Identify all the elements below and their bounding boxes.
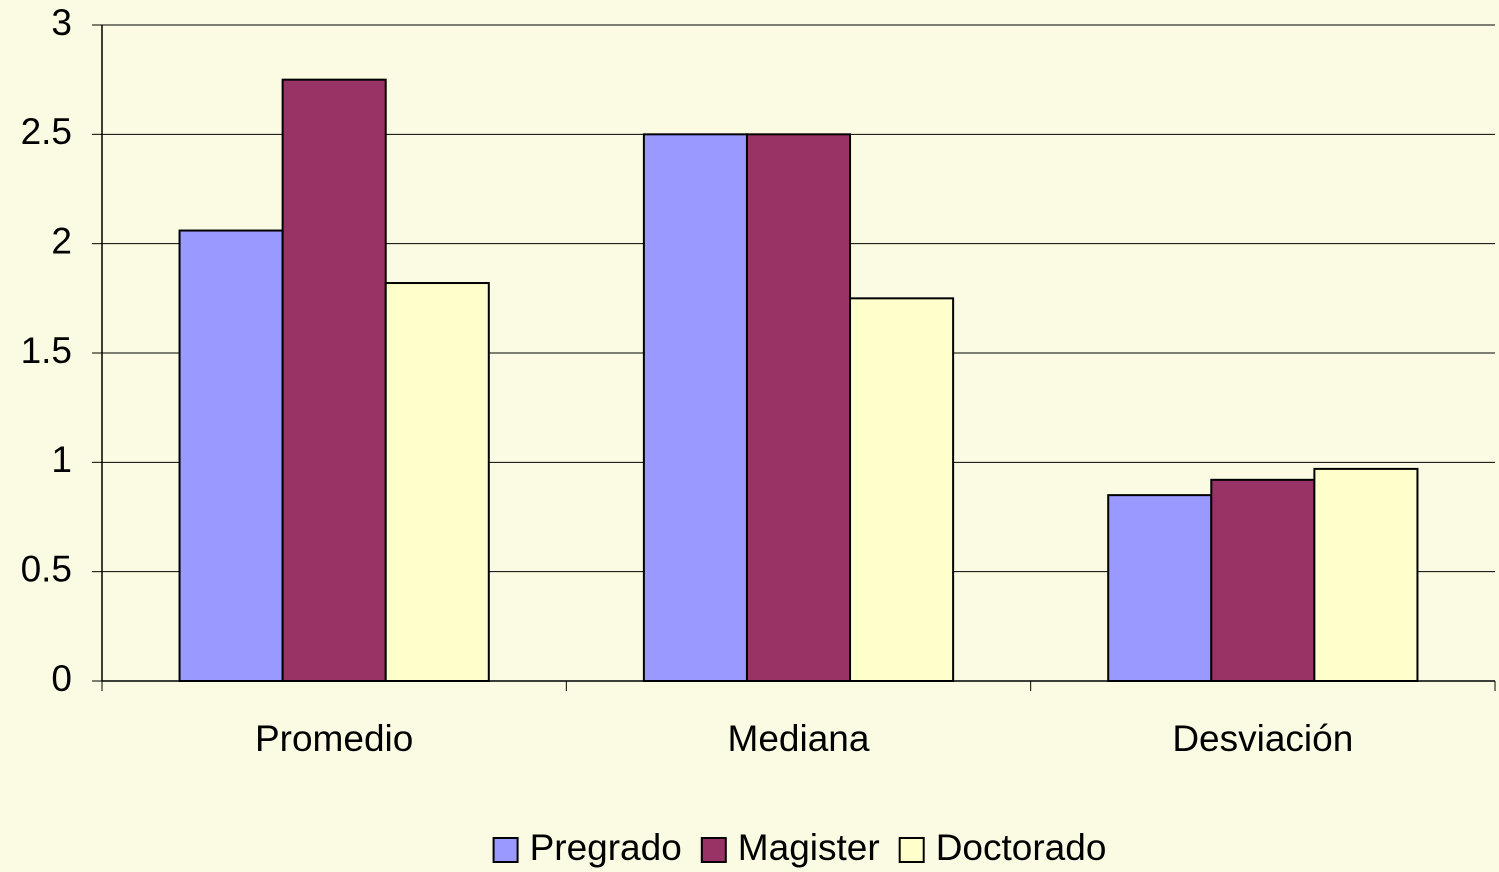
bar <box>384 282 490 682</box>
y-tick-label: 1 <box>51 439 72 480</box>
bar <box>745 133 852 683</box>
y-tick-label: 1.5 <box>21 330 72 371</box>
x-tick-label: Mediana <box>728 718 870 759</box>
x-tick-label: Promedio <box>255 718 413 759</box>
legend-swatch <box>700 837 727 863</box>
bar <box>1107 494 1213 682</box>
bar <box>178 229 284 682</box>
bar <box>1210 478 1316 682</box>
legend-label: Pregrado <box>530 827 682 868</box>
legend-swatch <box>492 837 519 863</box>
y-tick-label: 2 <box>51 220 72 261</box>
legend-label: Magister <box>738 827 880 868</box>
bar <box>281 78 387 682</box>
legend-swatch <box>898 837 925 863</box>
x-tick-label: Desviación <box>1172 718 1353 759</box>
y-tick-label: 3 <box>51 2 72 43</box>
bar <box>849 297 955 682</box>
bar <box>642 133 748 683</box>
y-tick-label: 0.5 <box>21 548 72 589</box>
legend-label: Doctorado <box>936 827 1107 868</box>
y-tick-label: 0 <box>51 658 72 699</box>
y-tick-label: 2.5 <box>21 111 72 152</box>
bar <box>1313 467 1419 683</box>
